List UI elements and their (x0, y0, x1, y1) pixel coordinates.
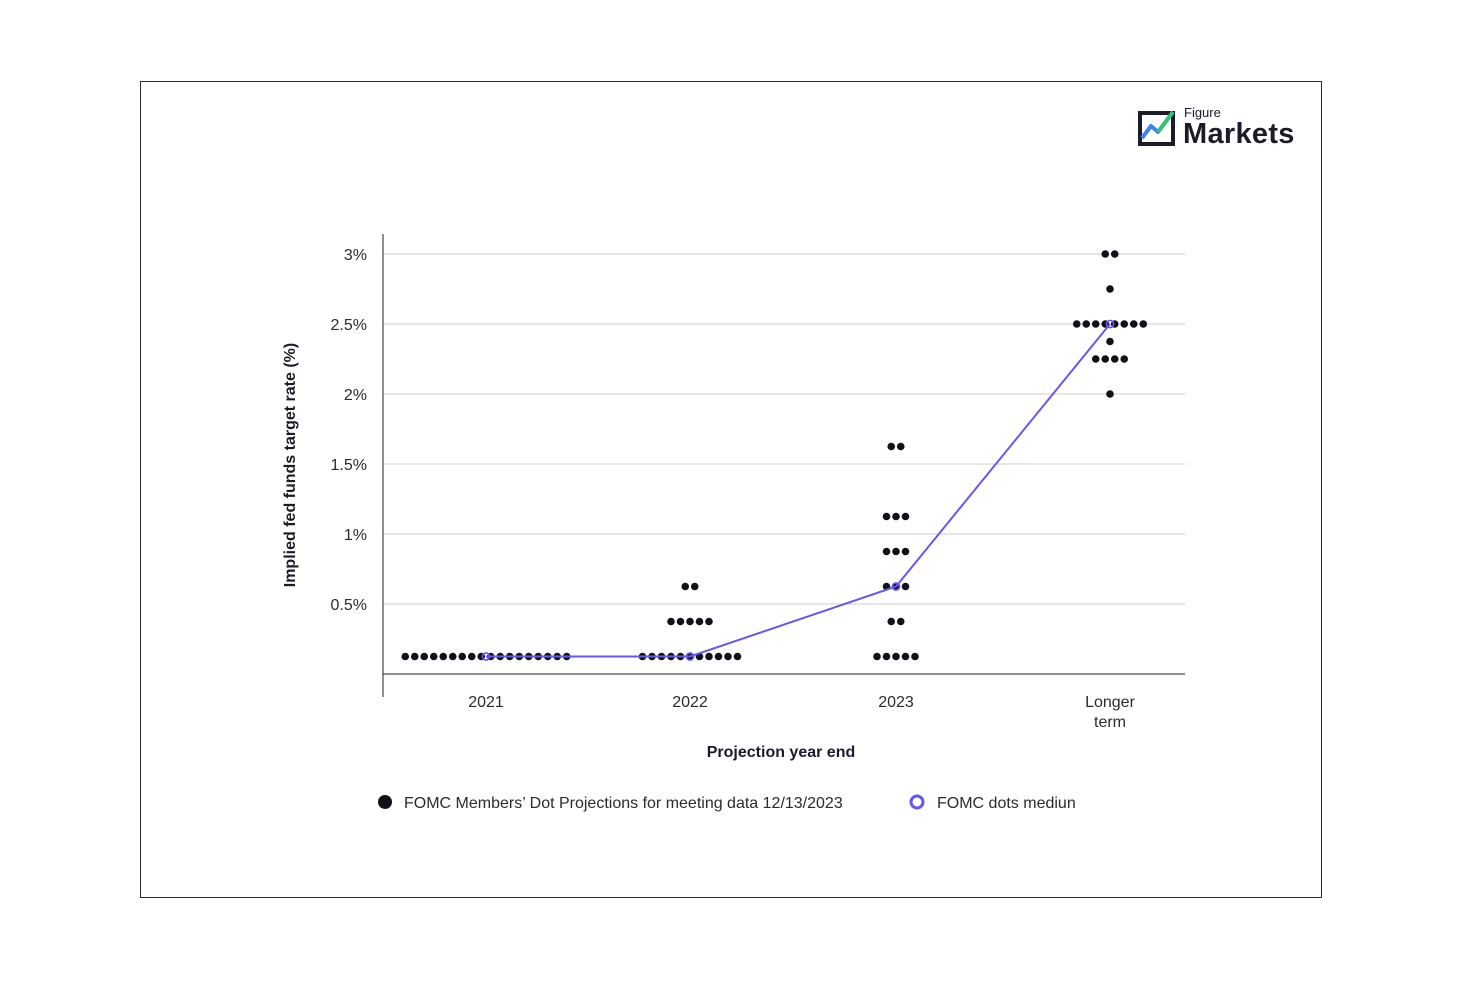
projection-dot (882, 652, 891, 661)
y-tick-label: 1% (344, 527, 367, 544)
legend-dots-label: FOMC Members’ Dot Projections for meetin… (404, 795, 843, 812)
brand-big-text: Markets (1183, 118, 1295, 150)
projection-dot (896, 442, 905, 451)
projection-dot (686, 617, 694, 626)
projection-dot (714, 652, 723, 661)
projection-dot (1091, 320, 1100, 328)
legend-median-marker (909, 794, 925, 810)
projection-dot (667, 617, 675, 626)
projection-dot (401, 652, 410, 661)
projection-dot (1101, 355, 1110, 363)
projection-dot (690, 582, 699, 591)
brand-small-text: Figure (1184, 105, 1221, 120)
projection-dot (887, 617, 896, 626)
x-tick-label: 2021 (468, 694, 504, 711)
projection-dot (901, 652, 910, 661)
projection-dot (882, 512, 891, 521)
legend-median-label: FOMC dots mediun (937, 795, 1076, 812)
x-tick-label-line: 2021 (468, 694, 504, 711)
x-tick-label-line: term (1094, 714, 1126, 731)
x-axis-title: Projection year end (707, 744, 856, 761)
projection-dot (458, 652, 467, 661)
projection-dot (1110, 355, 1119, 363)
median-marker (891, 582, 901, 591)
x-tick-label-line: Longer (1085, 694, 1135, 711)
brand-logo: Figure Markets (1138, 104, 1308, 152)
y-tick-labels: 0.5% 1% 1.5% 2% 2.5% 3% (331, 247, 367, 614)
median-marker (685, 652, 695, 661)
legend-dots-marker (378, 795, 392, 809)
median-line (486, 323, 1111, 658)
y-tick-label: 3% (344, 247, 367, 264)
projection-dot (901, 582, 910, 591)
projection-dot (724, 652, 732, 661)
x-tick-label: 2022 (672, 694, 708, 711)
projection-dot (873, 652, 881, 661)
projection-dot (695, 617, 704, 626)
y-axis-title: Implied fed funds target rate (%) (282, 343, 299, 587)
projection-dot (1120, 355, 1129, 363)
projection-dot (467, 652, 476, 661)
projection-dot (1110, 250, 1119, 258)
projection-dot (1082, 320, 1091, 328)
x-tick-labels: 2021 2022 2023 Longer term (468, 694, 1135, 731)
grid-lines (383, 253, 1185, 605)
projection-dot (705, 617, 713, 626)
projection-dot (892, 547, 900, 556)
projection-dot (892, 652, 900, 661)
median-series (481, 319, 1115, 661)
projection-dot (1072, 320, 1081, 328)
projection-dot (1120, 320, 1129, 328)
projection-dot (439, 652, 448, 661)
median-marker (1105, 319, 1115, 329)
y-tick-label: 2.5% (331, 317, 367, 334)
projection-dot (882, 547, 891, 556)
projection-dot (1106, 337, 1114, 346)
y-tick-label: 0.5% (331, 597, 367, 614)
x-tick-label-line: 2023 (878, 694, 914, 711)
x-tick-label-line: 2022 (672, 694, 708, 711)
projection-dot (705, 652, 713, 661)
y-tick-label: 2% (344, 387, 367, 404)
y-tick-label: 1.5% (331, 457, 367, 474)
projection-dot (676, 617, 685, 626)
dot-projections (401, 250, 1148, 661)
projection-dot (681, 582, 690, 591)
projection-dot (420, 652, 429, 661)
projection-dot (887, 442, 896, 451)
projection-dot (448, 652, 457, 661)
chart-frame (140, 81, 1322, 898)
projection-dot (1139, 320, 1148, 328)
projection-dot (1091, 355, 1100, 363)
projection-dot (429, 652, 438, 661)
projection-dot (892, 512, 900, 521)
projection-dot (410, 652, 419, 661)
projection-dot (733, 652, 742, 661)
projection-dot (901, 547, 910, 556)
x-tick-label: Longer term (1085, 694, 1135, 731)
figure-markets-logo-icon (1138, 110, 1175, 146)
projection-dot (1129, 320, 1138, 328)
legend: FOMC Members’ Dot Projections for meetin… (378, 794, 1076, 812)
median-marker (481, 652, 491, 661)
projection-dot (1101, 250, 1110, 258)
projection-dot (1106, 390, 1114, 398)
projection-dot (911, 652, 919, 661)
x-tick-label: 2023 (878, 694, 914, 711)
projection-dot (901, 512, 910, 521)
projection-dot (1106, 285, 1114, 293)
projection-dot (896, 617, 905, 626)
